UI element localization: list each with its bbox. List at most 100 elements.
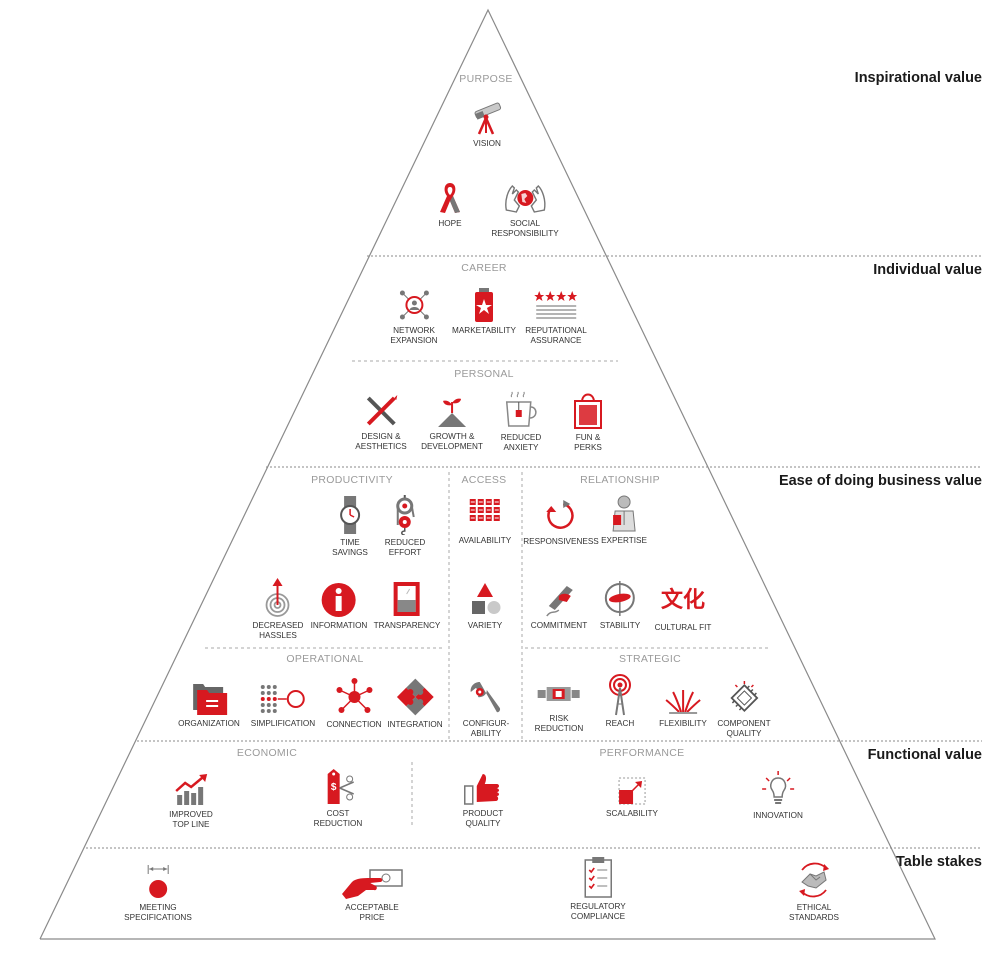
hope-label: HOPE [438,219,462,228]
risk-reduction-item: RISK REDUCTION [535,684,583,734]
section-economic: ECONOMIC [236,747,298,759]
vision-label: VISION [473,139,501,148]
lightbulb-icon [761,771,794,804]
availability-item: AVAILABILITY [459,498,511,546]
reach-item: REACH [605,674,635,729]
meeting-specifications-item: MEETING SPECIFICATIONS [124,864,192,923]
decreased-hassles-item: DECREASED HASSLES [252,578,304,641]
section-career: CAREER [461,262,507,274]
improved-top-line-label: IMPROVED TOP LINE [169,810,213,829]
folders-icon [193,684,227,715]
measure-dot-icon [147,865,169,898]
section-purpose: PURPOSE [459,73,513,85]
innovation-label: INNOVATION [753,811,803,820]
star-rating-icon [533,291,577,319]
ethical-standards-item: ETHICAL STANDARDS [789,860,839,923]
signing-hand-icon [546,586,573,617]
time-savings-label: TIME SAVINGS [332,538,368,557]
hub-icon [335,678,372,713]
scalability-label: SCALABILITY [606,809,658,818]
radio-tower-icon [609,674,631,716]
sprout-icon [438,398,466,427]
variety-item: VARIETY [467,582,503,631]
circular-arrow-icon [546,500,574,529]
connection-label: CONNECTION [326,720,382,729]
flexibility-item: FLEXIBILITY [659,682,707,729]
handshake-icon [798,862,829,898]
acceptable-price-item: ACCEPTABLE PRICE [340,866,404,923]
tier-label-individual: Individual value [873,262,982,278]
pulley-icon [396,495,415,535]
ribbon-icon [440,183,460,213]
section-relationship: RELATIONSHIP [580,474,660,486]
scale-arrow-icon [618,777,646,805]
expertise-item: EXPERTISE [601,495,647,546]
marketability-item: MARKETABILITY [452,287,516,336]
availability-label: AVAILABILITY [458,536,512,545]
transparency-label: TRANSPARENCY [373,621,441,630]
vision-item: VISION [469,100,505,149]
reduced-anxiety-item: REDUCED ANXIETY [500,390,542,453]
decreased-hassles-label: DECREASED HASSLES [252,621,304,640]
variety-label: VARIETY [467,621,503,630]
flexibility-label: FLEXIBILITY [659,719,707,728]
reduced-effort-label: REDUCED EFFORT [384,538,426,557]
shapes-icon [472,583,501,614]
clipboard-check-icon [584,857,612,898]
regulatory-compliance-item: REGULATORY COMPLIANCE [570,855,626,922]
tea-cup-icon [506,391,537,427]
cultural-fit-item: 文化 CULTURAL FIT [655,586,712,633]
section-strategic: STRATEGIC [618,653,682,665]
network-expansion-label: NETWORK EXPANSION [390,326,438,345]
microchip-icon [729,681,759,713]
cultural-fit-label: CULTURAL FIT [654,623,712,632]
responsiveness-item: RESPONSIVENESS [523,498,599,547]
simplification-item: SIMPLIFICATION [251,682,315,729]
calendar-grid-icon [469,499,500,521]
wrench-icon [470,682,501,713]
gyroscope-icon [605,581,635,616]
pencil-cross-icon [366,395,397,426]
connection-item: CONNECTION [326,677,382,730]
growth-development-item: GROWTH & DEVELOPMENT [421,393,483,452]
growth-chart-icon [175,774,207,805]
reduced-anxiety-label: REDUCED ANXIETY [500,433,542,452]
dots-to-circle-icon [260,685,305,713]
integration-label: INTEGRATION [387,720,443,729]
fuse-icon [537,687,580,701]
responsiveness-label: RESPONSIVENESS [523,537,599,546]
improved-top-line-item: IMPROVED TOP LINE [169,773,213,830]
social-responsibility-item: SOCIAL RESPONSIBILITY [491,180,559,239]
flexible-lines-icon [665,690,701,714]
window-icon [393,582,420,616]
reputational-assurance-item: REPUTATIONAL ASSURANCE [525,290,587,346]
thumbs-up-icon [464,774,500,805]
network-expansion-item: NETWORK EXPANSION [390,287,438,346]
hands-globe-icon [504,185,546,213]
cost-reduction-label: COST REDUCTION [313,809,363,828]
telescope-icon [474,102,502,135]
simplification-label: SIMPLIFICATION [250,719,316,728]
svg-text:$: $ [331,782,337,793]
marketability-label: MARKETABILITY [452,326,516,335]
tier-label-functional: Functional value [867,747,982,763]
section-productivity: PRODUCTIVITY [311,474,393,486]
scalability-item: SCALABILITY [606,774,658,819]
transparency-item: TRANSPARENCY [373,580,441,631]
hope-item: HOPE [435,180,465,229]
section-access: ACCESS [461,474,507,486]
ethical-standards-label: ETHICAL STANDARDS [789,903,839,922]
watch-icon [339,496,360,534]
reach-label: REACH [605,719,635,728]
network-icon [399,290,429,320]
integration-item: INTEGRATION [387,677,443,730]
reputational-assurance-label: REPUTATIONAL ASSURANCE [525,326,587,345]
commitment-item: COMMITMENT [531,580,587,631]
stability-item: STABILITY [600,580,640,631]
component-quality-item: COMPONENT QUALITY [717,680,771,739]
tier-label-inspirational: Inspirational value [854,70,982,86]
cost-reduction-item: $ COST REDUCTION [313,768,363,829]
professor-icon [612,495,636,532]
